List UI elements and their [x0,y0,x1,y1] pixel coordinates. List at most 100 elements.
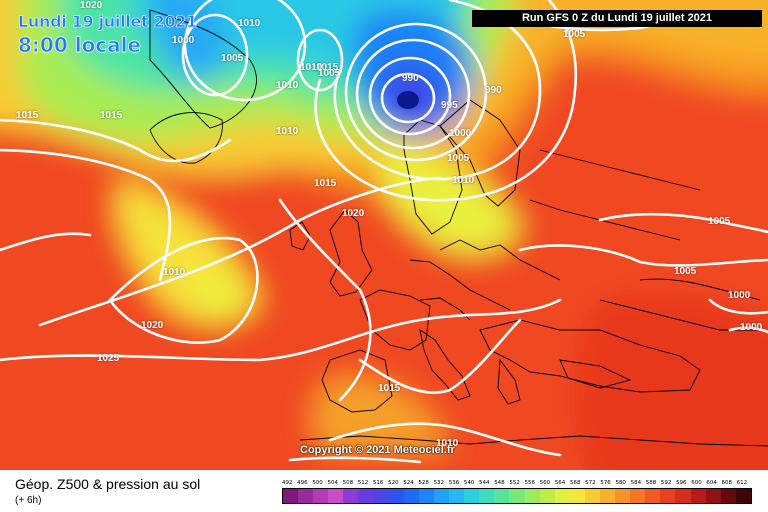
pressure-label: 1000 [449,128,472,139]
scale-color-swatch [464,489,480,503]
map-date-label: Lundi 19 juillet 2021 [18,12,198,32]
scale-color-swatch [403,489,419,503]
pressure-label: 1005 [318,68,341,79]
scale-value-label: 540 [463,480,475,486]
scale-value-label: 512 [357,480,369,486]
scale-color-swatch [328,489,344,503]
pressure-label: 1010 [276,126,299,137]
scale-value-label: 532 [433,480,445,486]
legend-area: Géop. Z500 & pression au sol (+ 6h) 492 4… [0,470,768,512]
scale-value-label: 556 [524,480,536,486]
scale-value-label: 576 [600,480,611,486]
isobars [0,0,768,462]
scale-color-swatch [494,489,510,503]
color-scale: 492 496 500 504 508 512 516 520 524 528 532 536 540 5… [282,478,752,508]
map-canvas [0,0,768,470]
scale-color-swatch [509,489,525,503]
scale-color-swatch [569,489,585,503]
pressure-label: 1025 [97,353,120,364]
run-info-banner: Run GFS 0 Z du Lundi 19 juillet 2021 [472,10,762,27]
pressure-label: 1000 [172,35,195,46]
pressure-label: 1015 [378,383,401,394]
scale-value-label: 500 [312,480,323,486]
scale-value-label: 592 [660,480,672,486]
scale-color-swatch [433,489,450,503]
scale-color-swatch [479,489,495,503]
pressure-label: 1015 [16,110,39,121]
scale-value-label: 528 [418,480,429,486]
pressure-label: 1010 [163,267,186,278]
scale-color-swatch [449,489,465,503]
scale-color-swatch [298,489,314,503]
scale-color-swatch [584,489,600,503]
scale-color-swatch [554,489,570,503]
scale-color-swatch [599,489,616,503]
pressure-label: 1010 [452,175,475,186]
scale-color-swatch [735,489,751,503]
pressure-label: 1005 [563,29,586,40]
scale-value-label: 492 [282,480,293,486]
scale-value-label: 508 [342,480,354,486]
pressure-label: 990 [402,73,419,84]
scale-color-swatch [418,489,434,503]
pressure-label: 1015 [314,178,337,189]
pressure-label: 1005 [674,266,697,277]
scale-value-label: 600 [691,480,702,486]
copyright-notice: Copyright © 2021 Meteociel.fr [300,444,455,456]
pressure-label: 995 [441,100,458,111]
pressure-label: 1015 [100,110,123,121]
scale-color-swatch [720,489,736,503]
scale-value-label: 496 [297,480,308,486]
scale-value-label: 580 [615,480,626,486]
pressure-label: 1000 [740,322,763,333]
scale-color-swatch [660,489,676,503]
scale-color-swatch [630,489,646,503]
pressure-label: 1020 [141,320,164,331]
scale-color-swatch [343,489,359,503]
pressure-label: 1000 [728,290,751,301]
scale-color-swatch [615,489,631,503]
legend-title: Géop. Z500 & pression au sol [15,476,201,492]
scale-value-label: 552 [509,480,520,486]
scale-color-swatch [358,489,374,503]
scale-value-label: 568 [569,480,581,486]
scale-value-label: 520 [388,480,399,486]
pressure-label: 1010 [436,438,459,449]
pressure-label: 1015 [316,62,339,73]
scale-color-swatch [283,489,299,503]
pressure-label: 1005 [221,53,244,64]
scale-value-label: 604 [706,480,717,486]
color-scale-labels: 492 496 500 504 508 512 516 520 524 528 532 536 540 5… [282,478,752,488]
scale-value-label: 612 [736,480,748,486]
scale-color-swatch [539,489,555,503]
scale-value-label: 584 [630,480,642,486]
color-scale-bar [282,488,752,504]
map-time-label: 8:00 locale [18,33,142,58]
legend-subtitle: (+ 6h) [15,495,42,506]
scale-value-label: 548 [494,480,505,486]
scale-value-label: 608 [721,480,733,486]
scale-color-swatch [373,489,389,503]
scale-value-label: 544 [479,480,490,486]
scale-value-label: 516 [372,480,384,486]
scale-value-label: 588 [645,480,657,486]
low-pressure-center [397,91,419,109]
scale-color-swatch [690,489,706,503]
scale-value-label: 596 [676,480,687,486]
scale-color-swatch [313,489,329,503]
pressure-label: 1010 [276,80,299,91]
geopotential-field [0,0,768,470]
pressure-label: 1020 [80,0,103,11]
scale-color-swatch [645,489,661,503]
pressure-label: 1005 [708,216,731,227]
scale-value-label: 572 [585,480,596,486]
scale-color-swatch [705,489,721,503]
scale-value-label: 524 [403,480,414,486]
pressure-label: 1005 [447,153,470,164]
scale-value-label: 560 [539,480,551,486]
pressure-label: 1020 [342,208,365,219]
scale-color-swatch [388,489,404,503]
scale-value-label: 504 [327,480,338,486]
pressure-label: 1010 [300,62,323,73]
weather-map: Lundi 19 juillet 2021 8:00 locale Run GF… [0,0,768,470]
